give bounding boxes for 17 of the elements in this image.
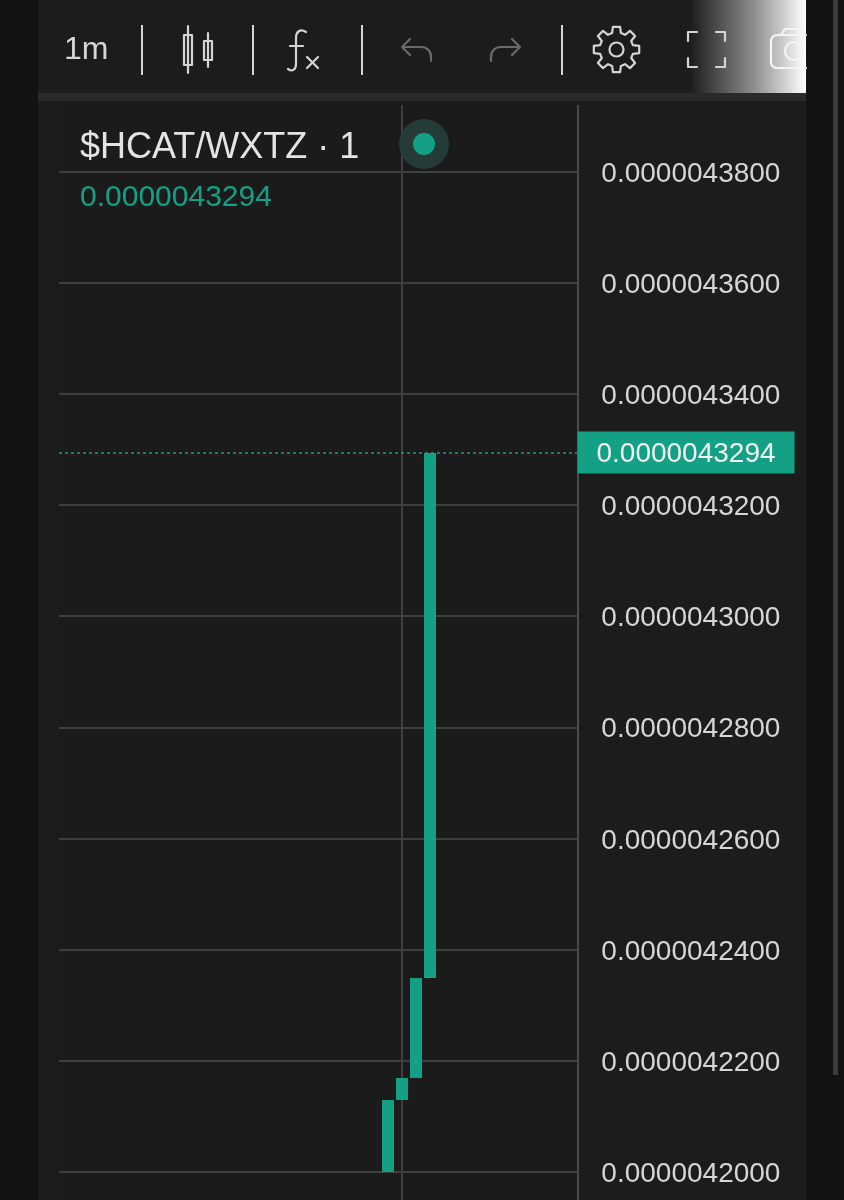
ref-line-label: 0.0000043294 bbox=[596, 437, 776, 468]
y-tick-label: 0.0000042000 bbox=[601, 1157, 781, 1189]
y-tick-label: 0.0000043600 bbox=[601, 267, 781, 299]
y-tick-label: 0.0000043000 bbox=[601, 601, 781, 633]
y-tick-label: 0.0000042600 bbox=[601, 823, 781, 855]
y-tick-label: 0.0000043800 bbox=[601, 156, 781, 188]
y-tick-label: 0.0000042800 bbox=[601, 712, 781, 744]
y-tick-label: 0.0000043400 bbox=[601, 378, 781, 410]
y-tick-label: 0.0000042200 bbox=[601, 1045, 781, 1077]
text: 1m bbox=[64, 30, 109, 66]
annotation: 0.0000043294 bbox=[80, 179, 272, 212]
text: $HCAT/WXTZ · 1 bbox=[80, 124, 360, 166]
candlestick bbox=[396, 1078, 408, 1100]
y-tick-label: 0.0000042400 bbox=[601, 934, 781, 966]
y-tick-label: 0.0000043200 bbox=[601, 490, 781, 521]
candlestick bbox=[382, 1100, 394, 1172]
candlestick bbox=[410, 978, 422, 1078]
